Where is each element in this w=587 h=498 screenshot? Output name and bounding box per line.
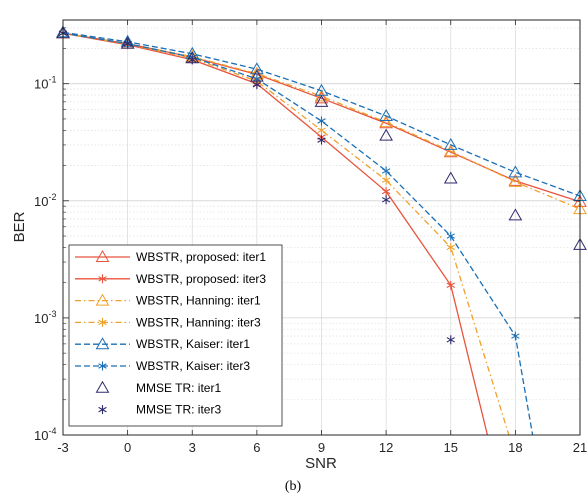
y-tick-label: 10-1 <box>34 75 56 92</box>
data-point <box>379 116 393 129</box>
y-tick-exponent: -3 <box>48 309 56 319</box>
x-tick-label: -3 <box>57 440 69 455</box>
x-axis-label: SNR <box>305 455 337 472</box>
data-point <box>446 242 455 252</box>
y-tick-label: 10-3 <box>34 309 56 326</box>
legend-label: WBSTR, proposed: iter1 <box>136 250 266 264</box>
data-point <box>188 55 197 65</box>
y-tick-label: 10-4 <box>34 426 56 443</box>
x-tick-label: 15 <box>444 440 458 455</box>
legend-label: WBSTR, Kaiser: iter3 <box>136 359 250 373</box>
data-point <box>250 62 264 75</box>
x-tick-label: 21 <box>573 440 587 455</box>
grid <box>62 20 581 436</box>
data-point <box>381 175 391 185</box>
legend-label: WBSTR, Hanning: iter3 <box>136 315 261 329</box>
legend-label: MMSE TR: iter1 <box>136 381 221 395</box>
data-point <box>123 39 132 49</box>
x-tick-label: 3 <box>189 440 196 455</box>
y-axis-label: BER <box>11 211 28 242</box>
y-tick-base: 10 <box>34 194 48 209</box>
y-tick-exponent: -1 <box>48 75 56 85</box>
data-point <box>443 171 458 184</box>
data-point <box>252 80 262 90</box>
figure-caption: (b) <box>285 479 302 494</box>
data-point <box>379 128 393 141</box>
legend-marker <box>95 380 110 393</box>
data-point <box>443 144 458 157</box>
legend-marker <box>98 405 107 415</box>
data-point <box>314 94 329 107</box>
legend-marker <box>98 317 107 327</box>
data-point <box>508 165 523 178</box>
data-point <box>446 231 455 241</box>
y-tick-exponent: -2 <box>48 192 56 202</box>
legend-marker <box>98 361 107 371</box>
legend-box <box>68 244 283 427</box>
y-tick-base: 10 <box>34 77 48 92</box>
series-line <box>62 31 581 197</box>
series-line <box>62 32 489 436</box>
legend-marker <box>95 249 110 262</box>
y-tick-base: 10 <box>34 428 48 443</box>
legend-label: WBSTR, Hanning: iter1 <box>136 294 261 308</box>
data-point <box>317 135 326 145</box>
data-point <box>446 280 455 290</box>
legend: WBSTR, proposed: iter1 WBSTR, proposed: i… <box>68 244 283 427</box>
x-tick-label: 0 <box>124 440 131 455</box>
x-tick-label: 6 <box>253 440 260 455</box>
data-point <box>381 195 391 205</box>
data-point <box>446 335 455 345</box>
legend-label: MMSE TR: iter3 <box>136 403 221 417</box>
data-point <box>317 116 326 126</box>
x-tick-label: 12 <box>379 440 393 455</box>
legend-label: WBSTR, proposed: iter3 <box>136 272 266 286</box>
legend-marker <box>95 337 110 350</box>
x-tick-label: 9 <box>318 440 325 455</box>
data-point <box>379 115 393 128</box>
data-point <box>381 166 391 176</box>
legend-label: WBSTR, Kaiser: iter1 <box>136 337 250 351</box>
y-tick-exponent: -4 <box>48 426 56 436</box>
legend-marker <box>95 293 110 306</box>
data-point <box>379 108 393 121</box>
series-layer <box>56 25 587 436</box>
data-point <box>508 208 523 221</box>
y-tick-base: 10 <box>34 311 48 326</box>
data-point <box>381 187 391 197</box>
data-point <box>511 331 520 341</box>
data-point <box>317 125 326 135</box>
x-tick-label: 18 <box>508 440 522 455</box>
data-point <box>314 91 329 104</box>
data-point <box>443 137 458 150</box>
legend-marker <box>98 274 107 284</box>
y-tick-label: 10-2 <box>34 192 56 209</box>
data-point <box>508 174 523 187</box>
